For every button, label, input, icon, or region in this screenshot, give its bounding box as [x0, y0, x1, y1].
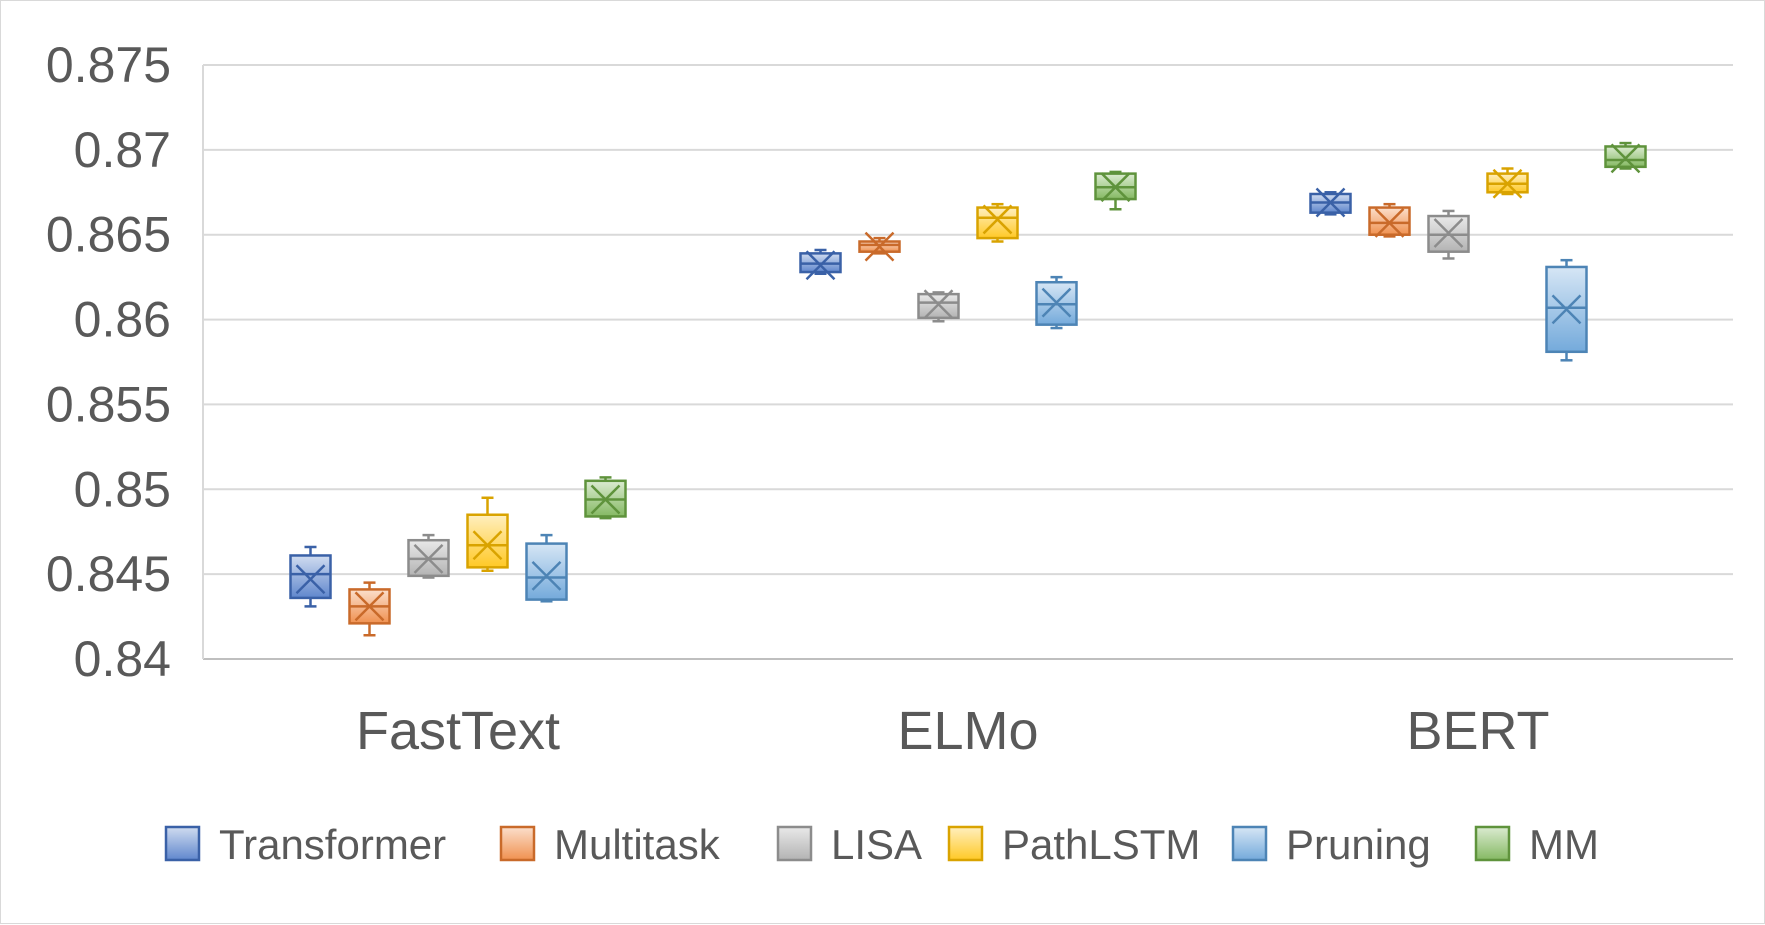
y-tick-label: 0.87 [74, 122, 171, 178]
legend-label: MM [1529, 821, 1599, 868]
legend-swatch [776, 825, 813, 862]
mean-marker [413, 543, 444, 574]
legend-swatch [499, 825, 536, 862]
box-pruning-fasttext [525, 533, 568, 603]
y-tick-label: 0.84 [74, 631, 171, 687]
mean-marker [1374, 207, 1405, 238]
legend-swatch [947, 825, 984, 862]
y-tick-label: 0.875 [46, 37, 171, 93]
x-category-label: BERT [1406, 701, 1549, 761]
legend-item-lisa: LISA [776, 821, 922, 868]
gridlines [202, 64, 1733, 660]
legend-item-multitask: Multitask [499, 821, 721, 868]
mean-marker [1315, 187, 1346, 218]
box-lisa-fasttext [407, 533, 450, 579]
box-pruning-elmo [1035, 275, 1078, 330]
y-tick-label: 0.855 [46, 376, 171, 432]
legend-label: LISA [831, 821, 922, 868]
mean-marker [1433, 218, 1464, 248]
legend-label: Transformer [219, 821, 446, 868]
mean-marker [472, 530, 503, 561]
legend-label: Pruning [1286, 821, 1431, 868]
legend-item-transformer: Transformer [164, 821, 446, 868]
box-transformer-fasttext [289, 545, 332, 608]
box-body [525, 542, 568, 601]
box-multitask-elmo [858, 231, 901, 262]
mean-marker [1041, 287, 1072, 318]
box-body [1545, 265, 1588, 354]
x-axis-category-labels: FastText ELMo BERT [356, 701, 1550, 761]
mean-marker [531, 560, 562, 591]
box-transformer-elmo [799, 248, 842, 281]
box-mm-bert [1604, 141, 1647, 174]
legend-item-pathlstm: PathLSTM [947, 821, 1200, 868]
y-axis-tick-labels: 0.84 0.845 0.85 0.855 0.86 0.865 0.87 0.875 [46, 37, 171, 687]
mean-marker [864, 231, 895, 262]
x-category-label: FastText [356, 701, 560, 761]
legend-item-pruning: Pruning [1231, 821, 1431, 868]
box-pathlstm-fasttext [466, 496, 509, 572]
box-mm-fasttext [584, 476, 627, 520]
legend: Transformer Multitask LISA PathLSTM Pruning M… [164, 821, 1599, 868]
mean-marker [1551, 294, 1582, 325]
box-series [289, 141, 1647, 637]
box-pruning-bert [1545, 258, 1588, 362]
box-body [466, 513, 509, 569]
legend-swatch [1474, 825, 1511, 862]
box-body [976, 206, 1019, 240]
y-tick-label: 0.85 [74, 461, 171, 517]
box-lisa-elmo [917, 289, 960, 323]
mean-marker [805, 250, 836, 281]
mean-marker [1100, 172, 1131, 203]
legend-swatch [1231, 825, 1268, 862]
legend-swatch [164, 825, 201, 862]
box-pathlstm-elmo [976, 202, 1019, 243]
box-transformer-bert [1309, 187, 1352, 218]
mean-marker [1610, 143, 1641, 174]
legend-label: Multitask [554, 821, 721, 868]
mean-marker [982, 204, 1013, 235]
mean-marker [295, 564, 326, 595]
box-mm-elmo [1094, 170, 1137, 211]
x-category-label: ELMo [897, 701, 1038, 761]
box-multitask-bert [1368, 202, 1411, 238]
legend-label: PathLSTM [1002, 821, 1200, 868]
mean-marker [590, 484, 621, 515]
y-tick-label: 0.86 [74, 292, 171, 348]
y-tick-label: 0.865 [46, 207, 171, 263]
y-tick-label: 0.845 [46, 546, 171, 602]
legend-item-mm: MM [1474, 821, 1599, 868]
box-multitask-fasttext [348, 581, 391, 637]
box-lisa-bert [1427, 209, 1470, 260]
mean-marker [354, 591, 385, 622]
mean-marker [923, 289, 954, 320]
mean-marker [1492, 168, 1523, 199]
box-pathlstm-bert [1486, 167, 1529, 199]
